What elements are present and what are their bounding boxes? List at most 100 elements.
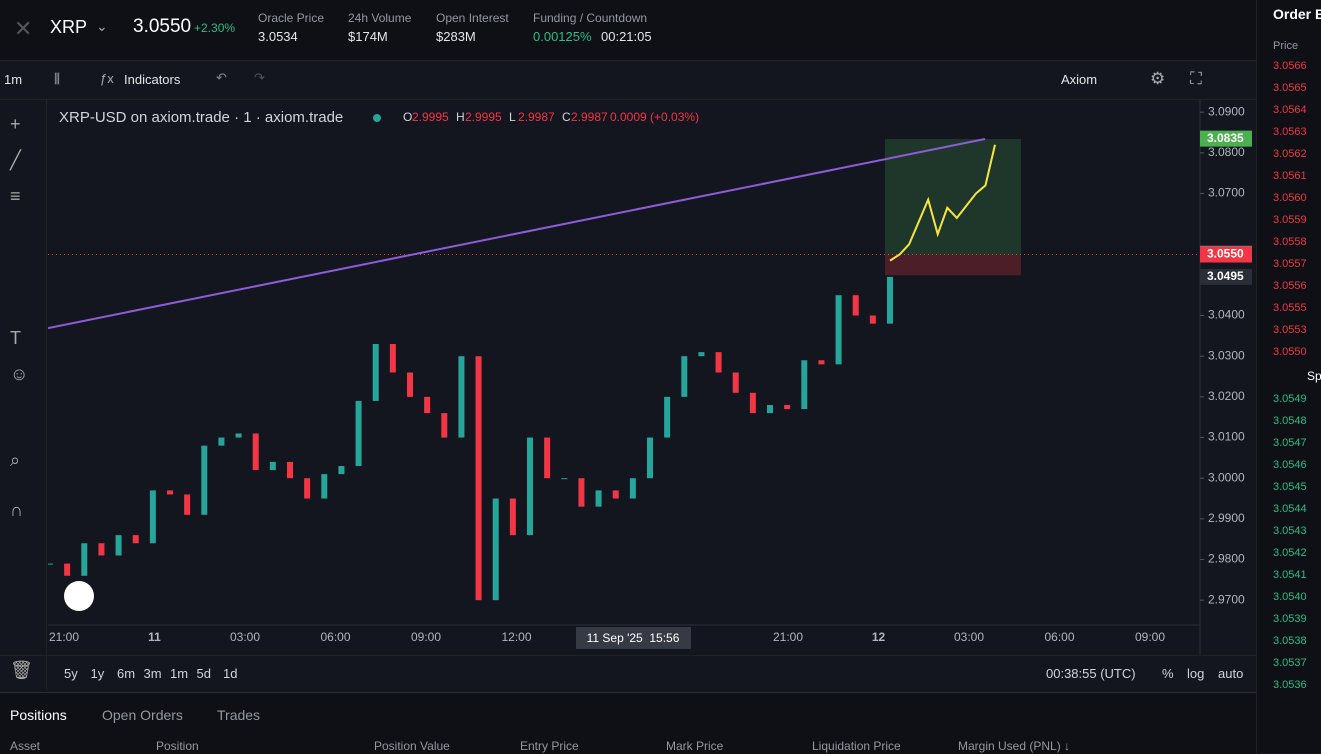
candle: [595, 490, 602, 507]
axis-option[interactable]: log: [1187, 666, 1205, 681]
ohlc-value: 2.9995: [412, 110, 449, 124]
range-button[interactable]: 3m: [143, 666, 162, 681]
bid-price: 3.0536: [1273, 679, 1307, 691]
x-tick-label: 03:00: [230, 630, 260, 644]
candle: [304, 478, 311, 499]
candle: [801, 360, 808, 410]
candle: [287, 461, 293, 479]
range-button[interactable]: 5y: [64, 666, 78, 681]
ask-price: 3.0560: [1273, 192, 1307, 204]
text-tool[interactable]: T: [10, 328, 21, 348]
column-header: Entry Price: [520, 739, 579, 753]
bid-price: 3.0545: [1273, 481, 1307, 493]
axis-option[interactable]: %: [1162, 666, 1174, 681]
interval[interactable]: 1m: [4, 72, 23, 87]
settings[interactable]: ⚙: [1150, 69, 1166, 88]
candle: [252, 433, 259, 471]
candle: [115, 535, 122, 556]
logo: ✕: [14, 16, 33, 41]
range-button[interactable]: 5d: [196, 666, 211, 681]
bid-price: 3.0538: [1273, 635, 1307, 647]
candle: [629, 478, 636, 499]
axis-option[interactable]: auto: [1218, 666, 1244, 681]
range-button[interactable]: 1m: [170, 666, 189, 681]
range-button[interactable]: 1y: [90, 666, 105, 681]
fullscreen[interactable]: ⛶: [1190, 69, 1202, 88]
candle: [544, 437, 551, 479]
price-header: Price: [1273, 40, 1299, 52]
price-tag: [1200, 246, 1252, 263]
ohlc-change: 0.0009 (+0.03%): [610, 110, 699, 124]
stat-value: $174M: [348, 29, 388, 44]
candle: [664, 396, 671, 438]
candle: [64, 563, 71, 576]
x-tick-label: 06:00: [1044, 630, 1074, 644]
zoom-tool[interactable]: ⌕: [10, 450, 21, 470]
candle: [389, 343, 396, 373]
take-profit-zone: [885, 139, 1021, 255]
fib-tool[interactable]: ≡: [10, 186, 21, 206]
bid-price: 3.0542: [1273, 547, 1307, 559]
stat-label: Oracle Price: [258, 11, 325, 25]
stat-value: 3.0534: [258, 29, 298, 44]
candle: [749, 392, 756, 414]
candle: [835, 295, 842, 365]
candle: [492, 498, 499, 601]
price-tag: [1200, 130, 1252, 147]
header: ✕ XRP ⌄ 3.0550 +2.30% Oracle Price 3.0534…: [0, 0, 1256, 61]
y-tick-label: 3.0900: [1208, 104, 1245, 118]
layout[interactable]: Axiom: [1061, 72, 1098, 87]
candle: [218, 437, 225, 446]
y-tick-label: 3.0400: [1208, 308, 1245, 322]
crosshair-tool[interactable]: +: [10, 114, 21, 134]
stat-label: Open Interest: [436, 11, 509, 25]
line-tool[interactable]: ╱: [10, 150, 21, 170]
ask-price: 3.0555: [1273, 302, 1307, 314]
live-dot: [373, 114, 381, 122]
candle: [149, 490, 156, 544]
x-tick-label: 03:00: [954, 630, 984, 644]
bottom-bar: 5y 1y 6m 3m 1m 5d 1d 00:38:55 (UTC)% log auto: [0, 655, 1256, 692]
x-tick-label: 09:00: [1135, 630, 1165, 644]
tab[interactable]: Trades: [217, 707, 261, 723]
indicators[interactable]: Indicators: [124, 72, 181, 87]
redo[interactable]: ↷: [254, 70, 265, 85]
y-tick-label: 2.9700: [1208, 592, 1245, 606]
ask-price: 3.0553: [1273, 324, 1307, 336]
ohlc-value: 2.9987: [518, 110, 555, 124]
range-button[interactable]: 6m: [117, 666, 136, 681]
tab[interactable]: Open Orders: [102, 707, 183, 723]
column-header: Mark Price: [666, 739, 724, 753]
ask-price: 3.0559: [1273, 214, 1307, 226]
candle: [269, 461, 276, 471]
candle: [732, 372, 739, 393]
magnet-tool[interactable]: ∩: [10, 500, 23, 520]
undo[interactable]: ↶: [216, 70, 227, 85]
range-button[interactable]: 1d: [223, 666, 238, 681]
symbol-dropdown[interactable]: ⌄: [96, 18, 108, 34]
y-tick-label: 2.9900: [1208, 511, 1245, 525]
ask-price: 3.0565: [1273, 82, 1307, 94]
candle: [887, 276, 893, 324]
ask-price: 3.0561: [1273, 170, 1307, 182]
chart-type[interactable]: ⫼: [54, 71, 60, 86]
candle: [698, 352, 705, 357]
tab[interactable]: Positions: [10, 707, 67, 723]
column-header: Position Value: [374, 739, 450, 753]
projection-line: [889, 144, 996, 262]
candle: [132, 535, 139, 544]
crosshair-label: 11 Sep '25 15:56: [587, 631, 680, 645]
bid-price: 3.0546: [1273, 459, 1307, 471]
column-header: Margin Used (PNL) ↓: [958, 739, 1071, 753]
bid-price: 3.0544: [1273, 503, 1307, 515]
ask-price: 3.0550: [1273, 346, 1307, 358]
ask-price: 3.0556: [1273, 280, 1307, 292]
x-tick-label: 12: [872, 630, 886, 644]
symbol[interactable]: XRP: [50, 17, 88, 37]
trash-tool[interactable]: 🗑: [10, 660, 33, 680]
candle: [509, 498, 516, 536]
column-header: Liquidation Price: [812, 739, 901, 753]
candle: [407, 372, 413, 397]
ohlc-key: H: [456, 110, 465, 124]
emoji-tool[interactable]: ☺: [10, 364, 29, 384]
